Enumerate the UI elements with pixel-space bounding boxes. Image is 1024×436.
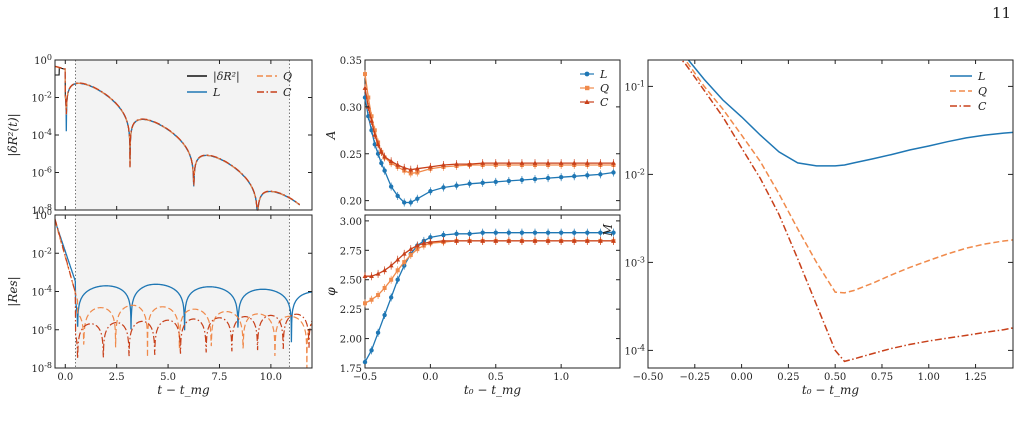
legend-label-Q: Q [600, 82, 609, 95]
panel-b-x-tick-label: 5.0 [160, 372, 176, 383]
panel-e-frame [647, 59, 1014, 369]
panel-c-y-tick-label: 0.25 [340, 150, 362, 161]
L-residual-curve [54, 220, 313, 343]
legend-marker-C [584, 99, 590, 104]
panel-d-x-tick-label: 0.0 [422, 372, 438, 383]
panel-d-frame [364, 214, 621, 369]
panel-d-x-tick-label: 0.5 [488, 372, 504, 383]
legend-label-L: L [599, 68, 607, 81]
panel-d-y-tick-label: 1.75 [340, 364, 362, 375]
panel-b-shade [75, 215, 290, 368]
y-tick-label: 10-4 [31, 285, 52, 299]
y-tick-label: 100 [34, 53, 52, 67]
panel-d-ylabel: φ [324, 287, 338, 296]
panel-d-y-tick-label: 2.00 [340, 335, 362, 346]
panel-e-y-tick-label: 10-1 [624, 79, 645, 93]
panel-c-frame [364, 59, 621, 211]
panel-e-x-tick-label: −0.25 [679, 372, 710, 383]
panel-e-x-tick-label: −0.50 [633, 372, 664, 383]
legend-label-Q: Q [978, 85, 987, 98]
panel-a-shade [75, 60, 290, 210]
panel-e-x-tick-label: 1.00 [918, 372, 940, 383]
panel-e-y-tick-label: 10-3 [624, 255, 645, 269]
panel-e-curve-L [687, 60, 1013, 167]
y-tick-label: 10-2 [31, 246, 52, 260]
panel-e-curve-Q [684, 60, 1013, 294]
panel-c-y-tick-label: 0.20 [340, 197, 362, 208]
legend-label-C: C [283, 86, 292, 99]
panel-e-x-tick-label: 0.50 [824, 372, 846, 383]
panel-a-ylabel: |δR²(t)| [6, 113, 20, 156]
panel-d-y-tick-label: 3.00 [340, 217, 362, 228]
legend-marker-L [584, 71, 590, 77]
y-tick-label: 10-2 [31, 91, 52, 105]
panel-d-y-tick-label: 2.50 [340, 276, 362, 287]
legend-marker-Q [585, 85, 590, 91]
C-curve [54, 65, 301, 211]
legend-label-C: C [978, 100, 987, 113]
legend-label-L: L [977, 70, 985, 83]
panel-d-x-tick-label: 1.0 [553, 372, 569, 383]
page-number: 11 [992, 4, 1012, 22]
legend-label-Q: Q [283, 70, 292, 83]
panel-e-x-tick-label: 0.25 [777, 372, 799, 383]
panel-d-xlabel: t₀ − t_mg [464, 383, 522, 397]
y-tick-label: 10-6 [31, 166, 52, 180]
panel-c-line-L [364, 97, 614, 204]
panel-d-y-tick-label: 2.75 [340, 246, 362, 257]
panel-c-line-C [364, 87, 614, 171]
legend-label-exact: |δR²| [213, 70, 240, 84]
panel-c-ylabel: A [324, 130, 338, 140]
panel-d-x-tick-label: −0.5 [353, 372, 377, 383]
panel-c-line-Q [364, 74, 614, 175]
panel-b-xlabel: t − t_mg [157, 383, 210, 397]
y-tick-label: 10-6 [31, 323, 52, 337]
legend-label-L: L [212, 86, 220, 99]
panel-d-line-Q [364, 240, 614, 304]
y-tick-label: 100 [34, 208, 52, 222]
panel-d-line-L [364, 232, 614, 363]
panel-e-x-tick-label: 0.75 [871, 372, 893, 383]
panel-e-ylabel: M [601, 223, 615, 237]
panel-b-x-tick-label: 2.5 [109, 372, 125, 383]
y-tick-label: 10-8 [31, 361, 52, 375]
panel-e-x-tick-label: 1.25 [964, 372, 986, 383]
C-residual-curve [54, 218, 313, 359]
panel-c-y-tick-label: 0.35 [340, 56, 362, 67]
panel-d-y-tick-label: 2.25 [340, 305, 362, 316]
panel-b-x-tick-label: 0.0 [57, 372, 73, 383]
panel-e-y-tick-label: 10-2 [624, 167, 645, 181]
Q-residual-curve [54, 220, 313, 369]
panel-b-x-tick-label: 10.0 [260, 372, 282, 383]
panel-e-x-tick-label: 0.00 [730, 372, 752, 383]
panel-b-ylabel: |Res| [6, 276, 20, 306]
panel-c-y-tick-label: 0.30 [340, 103, 362, 114]
panel-e-plot-area [680, 60, 1013, 363]
panel-b-x-tick-label: 7.5 [212, 372, 228, 383]
panel-e-y-tick-label: 10-4 [624, 343, 645, 357]
panel-e-xlabel: t₀ − t_mg [802, 383, 860, 397]
y-tick-label: 10-4 [31, 128, 52, 142]
legend-label-C: C [600, 96, 609, 109]
